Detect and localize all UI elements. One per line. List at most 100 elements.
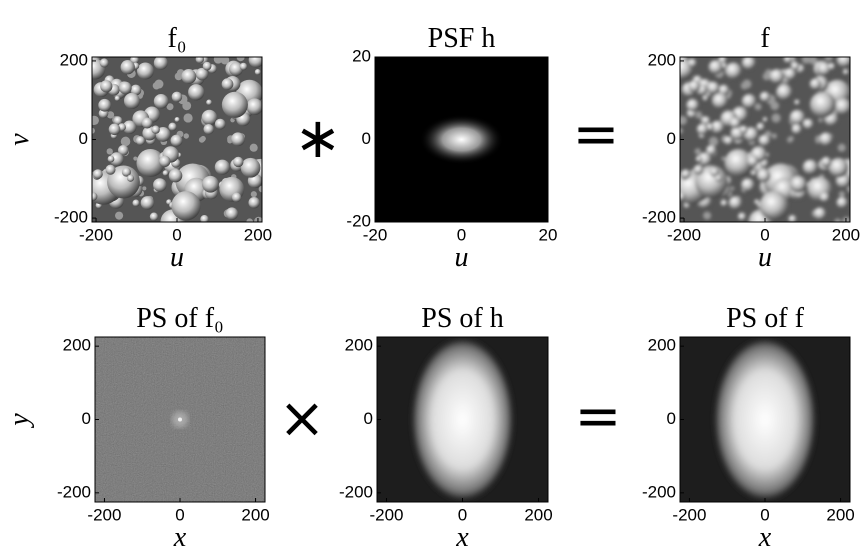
bubble bbox=[742, 94, 757, 109]
grain bbox=[184, 133, 189, 138]
bubble bbox=[814, 207, 826, 219]
x-tick-label: -200 bbox=[369, 505, 403, 524]
bubble bbox=[703, 96, 708, 101]
grain bbox=[250, 144, 258, 152]
y-axis-label: v bbox=[4, 133, 35, 146]
y-tick-label: -200 bbox=[339, 482, 373, 501]
image-panel bbox=[375, 57, 548, 222]
operator: × bbox=[279, 386, 326, 451]
bubble bbox=[231, 132, 245, 146]
bubble bbox=[226, 207, 238, 219]
y-tick-label: 0 bbox=[667, 129, 676, 148]
bubble bbox=[171, 135, 183, 147]
bubble bbox=[791, 124, 801, 134]
bubble bbox=[739, 126, 747, 134]
grain bbox=[709, 137, 719, 147]
bubble bbox=[109, 124, 121, 136]
grain bbox=[142, 186, 146, 190]
bubble bbox=[159, 156, 171, 168]
grain bbox=[763, 73, 771, 81]
bubble bbox=[688, 80, 700, 92]
bubble bbox=[108, 156, 115, 163]
bubble bbox=[759, 135, 771, 147]
bubble bbox=[693, 165, 703, 175]
bubble bbox=[747, 156, 759, 168]
bubble bbox=[246, 98, 263, 115]
bubble bbox=[803, 119, 814, 130]
grain bbox=[703, 212, 711, 220]
bubble bbox=[756, 123, 764, 131]
page: -2000200-2000200f₀uv-20020-20020PSF hu-2… bbox=[0, 0, 860, 552]
bubble bbox=[730, 118, 741, 129]
grain bbox=[772, 133, 777, 138]
image-panel bbox=[377, 337, 548, 502]
bubble bbox=[696, 156, 703, 163]
bubble bbox=[248, 197, 259, 208]
bubble bbox=[181, 69, 196, 84]
y-tick-label: -200 bbox=[54, 208, 88, 227]
x-tick-label: 200 bbox=[826, 505, 854, 524]
grain bbox=[121, 137, 131, 147]
bubble bbox=[759, 191, 788, 220]
bubble bbox=[141, 196, 154, 209]
bubble bbox=[720, 199, 727, 206]
y-tick-label: -200 bbox=[642, 482, 676, 501]
panel-title: PS of f₀ bbox=[136, 303, 224, 334]
panel-title: f₀ bbox=[167, 23, 186, 54]
y-tick-label: 0 bbox=[82, 409, 91, 428]
bubble bbox=[136, 136, 145, 145]
bubble bbox=[803, 160, 818, 175]
bubble bbox=[688, 58, 697, 67]
operator: = bbox=[575, 384, 622, 449]
grain bbox=[90, 116, 99, 125]
panel-title: f bbox=[760, 23, 770, 54]
x-axis-label: u bbox=[758, 242, 772, 273]
bubble bbox=[240, 63, 248, 71]
grain bbox=[730, 186, 734, 190]
bubble bbox=[100, 58, 109, 67]
bubble bbox=[724, 136, 733, 145]
y-tick-label: 200 bbox=[648, 50, 676, 69]
bubble bbox=[100, 80, 112, 92]
x-tick-label: -200 bbox=[87, 505, 121, 524]
bubble bbox=[215, 119, 226, 130]
bubble bbox=[150, 212, 158, 220]
bubble bbox=[763, 117, 768, 122]
bubble bbox=[124, 93, 140, 109]
bubble bbox=[115, 96, 120, 101]
bubble bbox=[769, 69, 784, 84]
bubble bbox=[819, 132, 833, 146]
x-tick-label: 200 bbox=[241, 505, 269, 524]
x-tick-label: -200 bbox=[672, 505, 706, 524]
bubble bbox=[169, 169, 183, 183]
bubble bbox=[171, 191, 200, 220]
x-axis-label: x bbox=[758, 522, 772, 552]
bubble bbox=[222, 78, 234, 90]
bubble bbox=[121, 60, 135, 74]
image-panel bbox=[672, 51, 860, 234]
bubble bbox=[829, 158, 849, 178]
bubble bbox=[776, 84, 792, 100]
bubble bbox=[794, 99, 800, 105]
grain bbox=[183, 113, 192, 122]
bubble bbox=[712, 93, 728, 109]
grain bbox=[770, 101, 779, 110]
bubble bbox=[196, 55, 204, 63]
operator: ∗ bbox=[295, 106, 342, 171]
bubble bbox=[741, 178, 755, 192]
x-tick-label: -200 bbox=[667, 225, 701, 244]
grain bbox=[107, 148, 113, 154]
bubble bbox=[206, 99, 212, 105]
bubble bbox=[232, 193, 242, 203]
x-axis-label: x bbox=[455, 522, 469, 552]
grain bbox=[839, 191, 845, 197]
image-panel bbox=[680, 337, 850, 502]
grain bbox=[695, 148, 701, 154]
y-tick-label: 0 bbox=[362, 129, 371, 148]
bubble bbox=[154, 94, 169, 109]
bubble bbox=[784, 55, 792, 63]
y-tick-label: 200 bbox=[648, 336, 676, 355]
bubble bbox=[105, 165, 115, 175]
bubble bbox=[820, 193, 830, 203]
x-axis-label: x bbox=[173, 522, 187, 552]
